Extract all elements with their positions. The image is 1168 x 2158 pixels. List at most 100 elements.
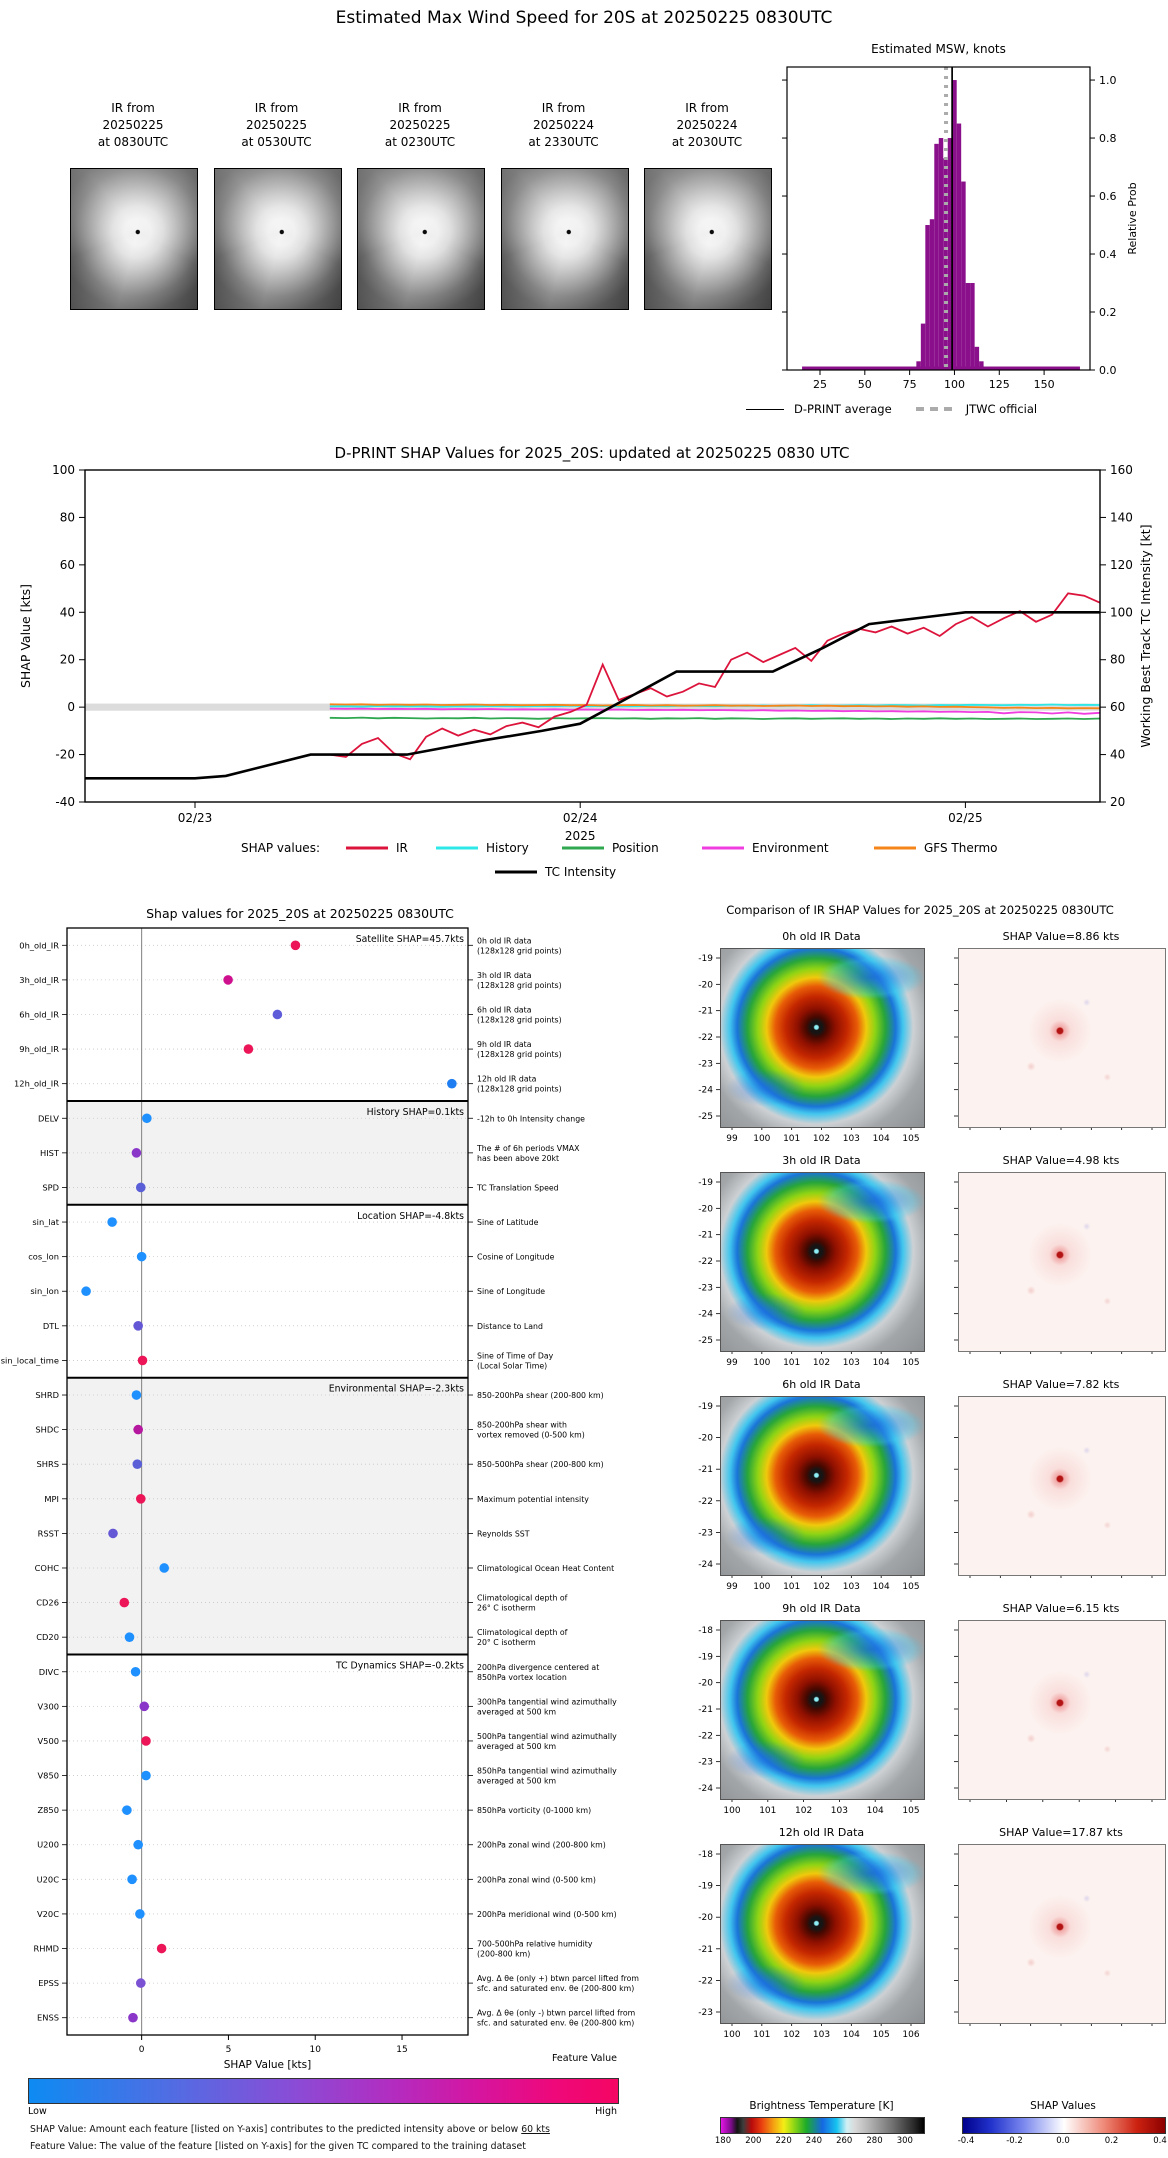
lat-tick-label: -22 xyxy=(698,1497,713,1507)
feature-label: cos_lon xyxy=(28,1252,59,1262)
histogram-title: Estimated MSW, knots xyxy=(871,42,1006,56)
feature-desc: 500hPa tangential wind azimuthally xyxy=(477,1732,617,1741)
right-tick-label: 40 xyxy=(1110,748,1125,762)
ir-thumbnail-image xyxy=(70,168,198,310)
shap-value-map xyxy=(958,1844,1166,2024)
histogram-bar xyxy=(970,283,975,370)
left-axis-label: SHAP Value [kts] xyxy=(18,584,33,688)
histogram-bar xyxy=(956,123,962,370)
shap-value-footnote-text: SHAP Value: Amount each feature [listed … xyxy=(30,2124,522,2135)
bt-tick-label: 180 xyxy=(714,2136,732,2146)
bottom-tick-label: 25 xyxy=(813,378,827,391)
left-tick-label: 20 xyxy=(60,653,75,667)
ir-thumbnail-caption-line: at 0530UTC xyxy=(241,135,312,149)
feature-desc: (128x128 grid points) xyxy=(477,1015,562,1024)
left-tick-label: 0 xyxy=(67,700,75,714)
feature-desc: 850-200hPa shear with xyxy=(477,1421,567,1430)
dot-RHMD xyxy=(156,1943,167,1954)
ir-thumbnail-caption-line: IR from xyxy=(541,101,586,115)
feature-label: HIST xyxy=(40,1148,60,1158)
feature-desc: 12h old IR data xyxy=(477,1075,537,1084)
lon-tick-label: 102 xyxy=(813,1582,830,1592)
right-tick-label: 1.0 xyxy=(1099,74,1117,87)
feature-label: 9h_old_IR xyxy=(19,1044,59,1054)
right-axis-label: Working Best Track TC Intensity [kt] xyxy=(1138,524,1153,747)
right-tick-label: 120 xyxy=(1110,558,1133,572)
section-header: Environmental SHAP=-2.3kts xyxy=(329,1384,464,1395)
ir-thumbnail-caption: IR from 20250225 at 0530UTC xyxy=(204,100,350,151)
dot-12h_old_IR xyxy=(447,1078,457,1089)
histogram-bar xyxy=(938,138,944,370)
lat-tick-label: -21 xyxy=(698,1007,713,1017)
dot-U20C xyxy=(127,1874,137,1885)
zero-band xyxy=(85,703,1100,711)
feature-label: 6h_old_IR xyxy=(19,1009,59,1019)
shap-cb-tick-label: -0.2 xyxy=(1006,2136,1023,2146)
ir-data-title: 9h old IR Data xyxy=(782,1602,861,1615)
dot-sin_lon xyxy=(81,1286,91,1297)
shap-value-map xyxy=(958,1620,1166,1800)
lon-tick-label: 103 xyxy=(843,1358,860,1368)
lon-tick-label: 101 xyxy=(783,1582,800,1592)
dotplot-xlabel: SHAP Value [kts] xyxy=(224,2059,311,2071)
shap-value-map xyxy=(958,1396,1166,1576)
feature-label: Z850 xyxy=(37,1805,59,1815)
ir-thumbnail-caption-line: 20250225 xyxy=(245,118,308,132)
shap-cb-tick-label: 0.4 xyxy=(1153,2136,1167,2146)
ir-thumbnail-caption-line: 20250225 xyxy=(389,118,451,132)
bt-tick-label: 200 xyxy=(745,2136,762,2146)
bt-tick-label: 300 xyxy=(896,2136,913,2146)
section-header: TC Dynamics SHAP=-0.2kts xyxy=(335,1660,464,1671)
feature-desc: (128x128 grid points) xyxy=(477,946,562,955)
feature-label: SPD xyxy=(42,1182,59,1192)
bt-tick-label: 260 xyxy=(836,2136,853,2146)
right-tick-label: 80 xyxy=(1110,653,1125,667)
lon-tick-label: 103 xyxy=(831,1806,848,1816)
lat-tick-label: -20 xyxy=(698,1204,713,1214)
dot-HIST xyxy=(131,1148,142,1158)
lon-tick-label: 102 xyxy=(813,1134,830,1144)
section-header: Location SHAP=-4.8kts xyxy=(357,1211,464,1222)
left-tick-label: 40 xyxy=(60,605,75,619)
colorbar-low-label: Low xyxy=(28,2106,47,2117)
lon-tick-label: 104 xyxy=(873,1134,890,1144)
dot-MPI xyxy=(135,1493,146,1504)
date-tick-label: 02/23 xyxy=(178,811,213,825)
ir-thumbnail-image xyxy=(357,168,485,310)
shap-map-title: SHAP Value=4.98 kts xyxy=(1002,1154,1120,1167)
ir-thumbnail-caption: IR from 20250225 at 0230UTC xyxy=(347,100,493,151)
lat-tick-label: -18 xyxy=(698,1626,713,1636)
lat-tick-label: -24 xyxy=(698,1310,713,1320)
right-tick-label: 60 xyxy=(1110,700,1125,714)
lon-tick-label: 100 xyxy=(753,1358,770,1368)
feature-desc: 700-500hPa relative humidity xyxy=(477,1940,593,1949)
feature-label: SHRD xyxy=(35,1390,59,1400)
lat-tick-label: -23 xyxy=(698,1528,713,1538)
histogram-legend: D-PRINT average JTWC official xyxy=(746,402,1037,416)
shap-value-map xyxy=(958,948,1166,1128)
dot-V500 xyxy=(141,1736,151,1746)
lon-tick-label: 101 xyxy=(753,2030,770,2040)
feature-desc: 850-200hPa shear (200-800 km) xyxy=(477,1391,604,1400)
shap-value-map xyxy=(958,1172,1166,1352)
feature-desc: 850hPa vortex location xyxy=(477,1673,567,1682)
feature-desc: Sine of Time of Day xyxy=(477,1351,554,1360)
feature-desc: 850-500hPa shear (200-800 km) xyxy=(477,1460,604,1469)
feature-desc: TC Translation Speed xyxy=(476,1183,559,1192)
feature-desc: 200hPa divergence centered at xyxy=(477,1663,599,1672)
dot-COHC xyxy=(159,1563,170,1573)
histogram-bar xyxy=(947,138,953,370)
left-tick-label: 80 xyxy=(60,510,75,524)
ir-thumbnail-caption-line: 20250225 xyxy=(102,118,164,132)
lat-tick-label: -19 xyxy=(698,1882,713,1892)
shap-map-title: SHAP Value=6.15 kts xyxy=(1002,1602,1120,1615)
feature-desc: (128x128 grid points) xyxy=(477,1050,562,1059)
ir-data-title: 3h old IR Data xyxy=(782,1154,861,1167)
lat-tick-label: -23 xyxy=(698,1283,713,1293)
right-tick-label: 0.2 xyxy=(1099,306,1117,319)
bottom-tick-label: 0 xyxy=(139,2045,145,2055)
ir-thumbnail-caption-line: at 2030UTC xyxy=(671,135,743,149)
jtwc-official-label: JTWC official xyxy=(965,402,1038,416)
